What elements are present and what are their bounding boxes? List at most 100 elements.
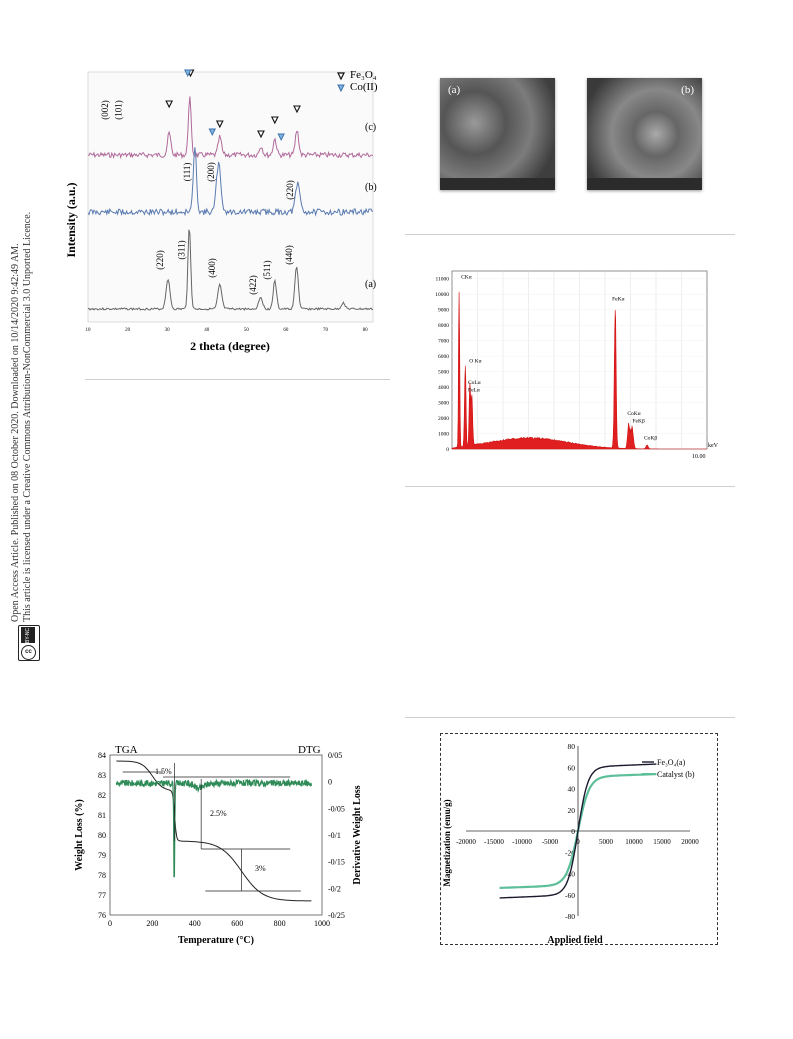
vsm-y-label: Magnetization (emu/g) <box>442 799 452 886</box>
vsm-x-tick: 20000 <box>681 838 699 846</box>
sem-label-b: (b) <box>681 84 694 96</box>
tga-y2-tick: -0/2 <box>328 884 341 893</box>
vsm-fe3o4-curve <box>499 763 657 899</box>
vsm-x-tick: -10000 <box>512 838 532 846</box>
xrd-x-tick: 50 <box>244 328 250 333</box>
tga-x-tick: 0 <box>108 919 112 928</box>
tga-annotation: 3% <box>255 864 266 873</box>
vsm-y-tick: 80 <box>568 742 576 751</box>
edx-y-tick: 7000 <box>438 339 449 345</box>
fe3o4-marker-icon <box>257 130 265 139</box>
tga-figure: 84 83 82 81 80 79 78 77 76 0/05 0 -0/05 -0/1 -0/15 -0… <box>74 744 363 946</box>
xrd-peak-label: (400) <box>207 258 217 278</box>
edx-x-max: 10.00 <box>692 454 706 460</box>
xrd-peak-label: (200) <box>206 162 216 182</box>
tga-curve <box>116 760 312 902</box>
tga-y-tick: 80 <box>98 831 106 840</box>
xrd-legend-fe3o4: Fe₃O₄ <box>350 69 377 81</box>
edx-y-tick: 2000 <box>438 416 449 422</box>
edx-peak-label: CoLα <box>468 380 481 386</box>
xrd-trace-label-c: (c) <box>365 122 376 133</box>
xrd-y-label: Intensity (a.u.) <box>64 182 78 257</box>
tga-x-tick: 600 <box>231 919 243 928</box>
tga-y2-tick: -0/05 <box>328 804 345 813</box>
co-marker-icon <box>337 84 345 93</box>
xrd-plot-area <box>87 71 374 323</box>
vsm-x-tick: 15000 <box>653 838 671 846</box>
edx-spectrum <box>451 291 707 450</box>
edx-y-tick: 8000 <box>438 323 449 329</box>
tga-y2-tick: 0/05 <box>328 751 342 760</box>
vsm-frame <box>440 733 718 945</box>
tga-y-tick: 83 <box>98 771 106 780</box>
divider <box>405 717 735 718</box>
vsm-x-tick: 5000 <box>599 838 614 846</box>
vsm-y-tick: 0 <box>571 827 575 836</box>
tga-y2-tick: -0/1 <box>328 831 341 840</box>
edx-y-tick: 0 <box>446 447 449 453</box>
tga-x-tick: 200 <box>146 919 158 928</box>
cc-logo-icon: cc <box>21 645 36 660</box>
vsm-y-tick: 20 <box>568 806 576 815</box>
co-marker-icon <box>208 128 217 137</box>
tga-x-tick: 800 <box>274 919 286 928</box>
edx-peak-label: FeLα <box>468 388 480 394</box>
vsm-legend-catalyst: Catalyst (b) <box>657 770 695 779</box>
cc-by-nc-label: BY-NC <box>21 627 35 643</box>
xrd-peak-label: (002) <box>100 100 110 120</box>
vsm-x-tick: 0 <box>576 838 580 846</box>
vsm-legend-fe3o4: Fe₃O₄(a) <box>657 758 686 767</box>
tga-y-tick: 76 <box>98 911 106 920</box>
tga-y-tick: 81 <box>98 811 106 820</box>
edx-y-tick: 9000 <box>438 308 449 314</box>
xrd-x-label: 2 theta (degree) <box>190 339 270 353</box>
edx-y-tick: 3000 <box>438 401 449 407</box>
sem-info-bar <box>587 178 702 190</box>
xrd-x-tick: 40 <box>204 328 210 333</box>
vsm-y-tick: 60 <box>568 763 576 772</box>
vsm-y-tick: -80 <box>565 912 575 921</box>
tga-y-tick: 79 <box>98 851 106 860</box>
xrd-x-tick: 60 <box>283 328 289 333</box>
vsm-x-tick: -5000 <box>542 838 559 846</box>
cc-license-badge[interactable]: BY-NC cc <box>18 625 40 661</box>
xrd-trace <box>88 96 373 160</box>
edx-y-tick: 4000 <box>438 385 449 391</box>
sem-label-a: (a) <box>448 84 461 96</box>
xrd-x-tick: 80 <box>363 328 369 333</box>
tga-annotation: 1.5% <box>155 767 172 776</box>
edx-peak-label: O Kα <box>469 358 481 364</box>
tga-y2-label: Derivative Weight Loss <box>352 785 363 884</box>
licence-line-2: This article is licensed under a Creativ… <box>22 211 33 622</box>
fe3o4-marker-icon <box>337 72 345 81</box>
edx-peak-label: CoKβ <box>644 435 657 441</box>
vsm-y-tick: -60 <box>565 891 575 900</box>
xrd-x-tick: 10 <box>86 328 92 333</box>
tga-y-tick: 77 <box>98 891 106 900</box>
edx-figure: 1100010000900080007000600050004000300020… <box>435 270 719 460</box>
fe3o4-marker-icon <box>293 105 301 114</box>
tga-x-tick: 400 <box>189 919 201 928</box>
xrd-trace-label-b: (b) <box>365 182 377 193</box>
xrd-trace <box>88 147 373 217</box>
xrd-peak-label: (220) <box>155 250 165 270</box>
sem-image-b: (b) <box>587 78 702 190</box>
vsm-x-tick: -20000 <box>456 838 476 846</box>
tga-y2-tick: 0 <box>328 778 332 787</box>
tga-y2-tick: -0/15 <box>328 858 345 867</box>
xrd-peak-label: (220) <box>285 180 295 200</box>
edx-y-tick: 10000 <box>435 292 449 298</box>
edx-y-tick: 11000 <box>435 277 449 283</box>
divider <box>405 234 735 235</box>
tga-x-label: Temperature (°C) <box>178 935 254 946</box>
edx-y-tick: 6000 <box>438 354 449 360</box>
fe3o4-marker-icon <box>270 116 279 125</box>
tga-y-tick: 84 <box>98 751 106 760</box>
edx-peak-label: CoKα <box>627 411 640 417</box>
vsm-x-label: Applied field <box>547 935 603 946</box>
xrd-peak-label: (101) <box>114 100 124 120</box>
dtg-curve <box>115 778 312 878</box>
tga-y2-tick: -0/25 <box>328 911 345 920</box>
edx-y-tick: 1000 <box>438 432 449 438</box>
